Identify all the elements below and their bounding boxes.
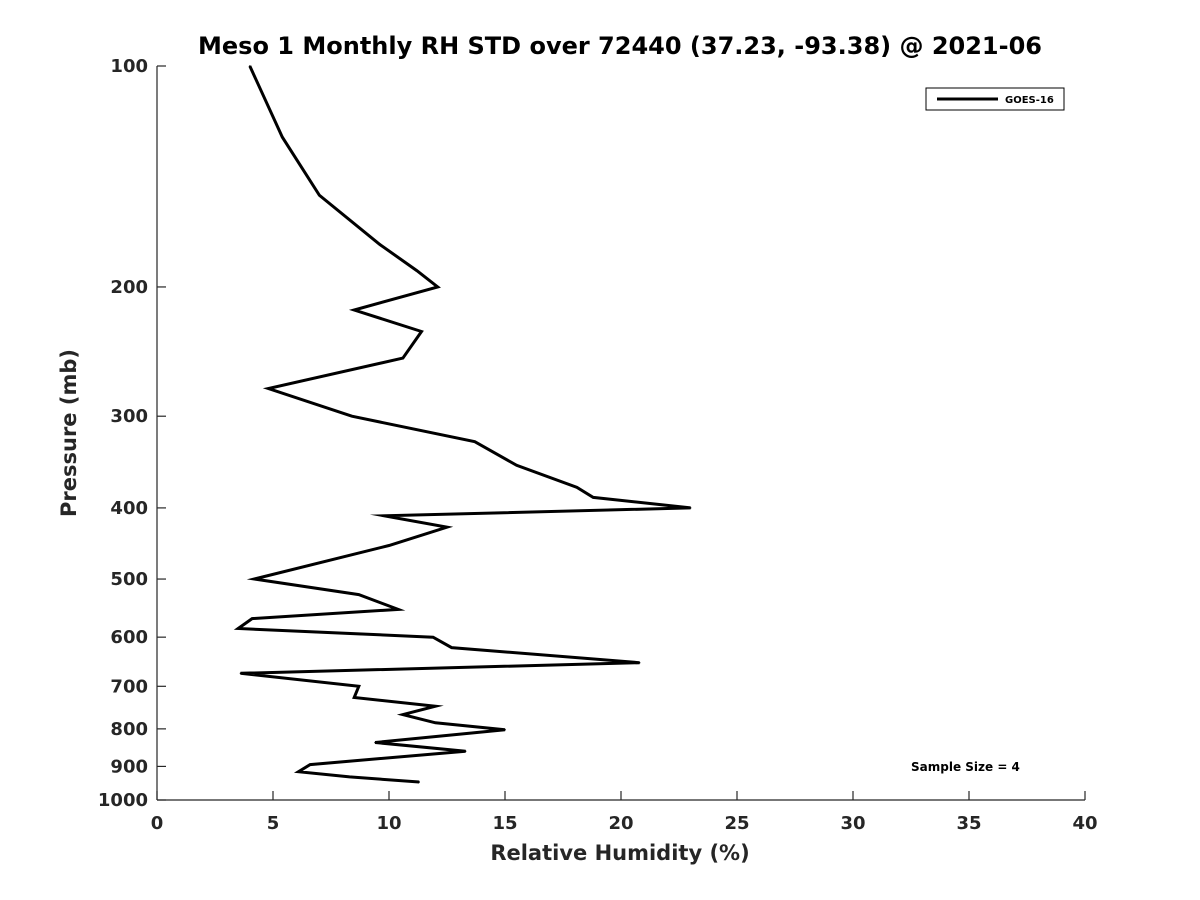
y-tick-label: 100 [110,56,148,77]
data-point [576,486,578,489]
legend: GOES-16 [925,87,1065,111]
x-tick-label: 10 [376,813,401,834]
data-point [515,464,518,467]
y-tick-label: 400 [110,498,148,519]
data-point [348,776,351,778]
data-point [388,544,390,547]
data-point [318,194,321,197]
data-point [464,750,467,752]
data-point [267,387,270,390]
data-point [504,728,506,731]
data-point [358,685,360,688]
y-tick-label: 600 [110,627,148,648]
data-point [353,696,356,699]
sample-size-annotation: Sample Size = 4 [911,760,1020,774]
series-line [233,65,691,784]
data-point [446,526,448,528]
plot-area: 0 5 10 15 20 25 30 35 40 100 200 300 400 500 600 700 80… [98,56,1098,834]
data-point [397,608,400,611]
y-tick-label: 200 [110,277,148,298]
y-tick-label: 800 [110,719,148,740]
y-tick-label: 300 [110,406,148,427]
data-point [281,136,284,138]
data-point [383,515,386,517]
data-point [237,627,239,630]
x-axis-ticks: 0 5 10 15 20 25 30 35 40 [151,791,1098,834]
data-point [592,496,594,499]
data-point [436,286,439,288]
data-point [253,578,256,580]
data-point [432,636,434,638]
data-point [434,722,437,724]
x-axis-label: Relative Humidity (%) [490,841,749,865]
data-point [239,672,242,675]
data-point [450,646,453,649]
data-point [374,741,376,744]
y-axis-label: Pressure (mb) [57,349,81,517]
data-point [689,507,692,509]
data-point [351,415,353,418]
y-tick-label: 900 [110,756,148,777]
data-point [474,440,476,443]
chart-title: Meso 1 Monthly RH STD over 72440 (37.23,… [198,32,1042,60]
x-tick-label: 30 [840,813,865,834]
data-point [378,243,381,246]
x-tick-label: 35 [956,813,981,834]
data-point [402,357,404,359]
y-tick-label: 1000 [98,790,148,811]
x-tick-label: 40 [1072,813,1097,834]
x-tick-label: 20 [608,813,633,834]
x-tick-label: 25 [724,813,749,834]
data-point [249,65,251,67]
data-point [353,309,356,311]
data-point [420,330,423,333]
y-tick-label: 700 [110,676,148,697]
x-tick-label: 0 [151,813,164,834]
data-point [358,593,360,596]
data-point [418,781,421,783]
data-point [309,763,311,766]
y-tick-label: 500 [110,569,148,590]
data-point [434,705,437,707]
x-tick-label: 15 [492,813,517,834]
series-group [233,65,692,784]
data-point [251,617,253,620]
legend-label: GOES-16 [1005,95,1054,106]
data-point [297,770,300,773]
x-tick-label: 5 [267,813,280,834]
data-point [416,269,418,272]
data-point [402,713,404,716]
data-point [638,661,641,664]
y-axis-ticks: 100 200 300 400 500 600 700 800 900 1000 [98,56,166,811]
